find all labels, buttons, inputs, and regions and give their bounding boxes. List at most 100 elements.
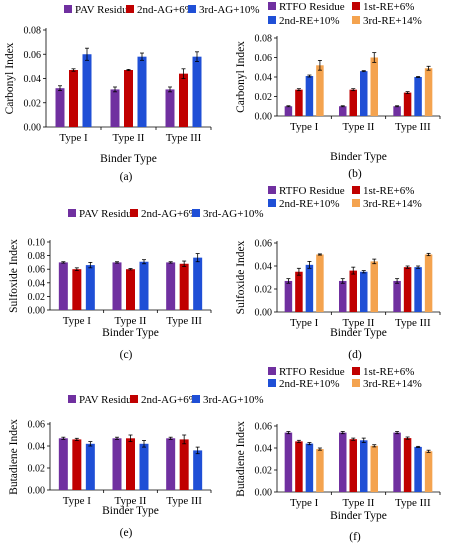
- bar-1st-re-6--type-i: [295, 441, 303, 492]
- legend-label: RTFO Residue: [279, 185, 345, 197]
- bar-1st-re-6--type-iii: [403, 267, 412, 312]
- bar-pav-residue-type-ii: [110, 89, 120, 127]
- panel-label: (c): [120, 349, 133, 361]
- chart-panel-3: 0.00 0.02 0.04 0.06 0.08 0.10 Type I Type II Typ…: [8, 208, 264, 361]
- bar-pav-residue-type-ii: [112, 438, 122, 490]
- x-tick-label: Type III: [395, 317, 431, 329]
- bar-2nd-re-10--type-ii: [360, 71, 368, 116]
- legend-label: PAV Residue: [79, 208, 137, 220]
- legend-label: 3rd-RE+14%: [363, 378, 422, 390]
- bar-rtfo-residue-type-ii: [339, 106, 347, 116]
- panel-label: (f): [349, 531, 361, 543]
- legend-swatch: [268, 367, 276, 375]
- y-tick-label: 0.00: [255, 308, 273, 319]
- legend-swatch: [352, 367, 360, 375]
- legend-swatch: [352, 186, 360, 194]
- bar-3rd-ag-10--type-iii: [193, 450, 203, 490]
- legend-swatch: [68, 209, 76, 217]
- x-tick-label: Type I: [290, 121, 319, 133]
- legend-swatch: [192, 209, 200, 217]
- x-axis-title: Binder Type: [330, 327, 387, 339]
- bar-2nd-ag-6--type-i: [69, 70, 78, 127]
- y-tick-label: 0.02: [255, 285, 273, 296]
- y-axis-title: Carbonyl Index: [4, 42, 16, 114]
- y-axis-title: Butadiene Index: [235, 421, 247, 497]
- legend-swatch: [352, 199, 360, 207]
- legend-label: 2nd-RE+10%: [279, 198, 340, 210]
- bar-2nd-re-10--type-ii: [360, 440, 368, 492]
- legend-label: 3rd-AG+10%: [203, 208, 264, 220]
- legend-swatch: [268, 186, 276, 194]
- legend-label: 2nd-AG+6%: [141, 208, 198, 220]
- legend-label: 2nd-RE+10%: [279, 378, 340, 390]
- x-tick-label: Type III: [166, 495, 202, 507]
- legend-swatch: [188, 5, 196, 13]
- x-tick-label: Type II: [343, 497, 375, 509]
- y-tick-label: 0.06: [28, 420, 46, 431]
- y-tick-label: 0.04: [255, 73, 273, 84]
- bar-3rd-ag-10--type-iii: [192, 56, 202, 127]
- y-tick-label: 0.04: [28, 442, 46, 453]
- legend-swatch: [68, 395, 76, 403]
- chart-panel-6: 0.00 0.02 0.04 0.06 Type I Type II Type III RTF…: [235, 366, 441, 543]
- bar-rtfo-residue-type-iii: [393, 106, 401, 116]
- y-axis-title: Sulfoxide Index: [8, 239, 20, 313]
- x-tick-label: Type II: [115, 315, 147, 327]
- x-tick-label: Type III: [395, 121, 431, 133]
- x-tick-label: Type III: [166, 315, 202, 327]
- bar-pav-residue-type-ii: [112, 262, 122, 310]
- bar-2nd-ag-6--type-i: [72, 439, 82, 490]
- y-axis-title: Butadiene Index: [8, 419, 20, 495]
- y-tick-label: 0.06: [255, 53, 273, 64]
- x-axis-title: Binder Type: [100, 153, 157, 165]
- legend-swatch: [130, 209, 138, 217]
- bar-rtfo-residue-type-i: [284, 106, 293, 116]
- bar-3rd-ag-10--type-i: [82, 54, 92, 127]
- y-tick-label: 0.04: [255, 444, 273, 455]
- y-tick-label: 0.06: [28, 265, 46, 276]
- y-tick-label: 0.06: [24, 50, 42, 61]
- bar-2nd-re-10--type-i: [305, 443, 314, 492]
- y-tick-label: 0.00: [28, 306, 46, 317]
- legend-label: 1st-RE+6%: [363, 185, 414, 197]
- y-tick-label: 0.08: [28, 251, 46, 262]
- bar-2nd-re-10--type-iii: [414, 267, 422, 312]
- bar-2nd-ag-6--type-iii: [179, 439, 189, 490]
- bar-2nd-ag-6--type-ii: [124, 70, 133, 127]
- bar-rtfo-residue-type-ii: [339, 280, 347, 312]
- y-tick-label: 0.04: [24, 74, 42, 85]
- y-tick-label: 0.08: [255, 34, 273, 45]
- legend-swatch: [130, 395, 138, 403]
- legend-swatch: [268, 2, 276, 10]
- legend-swatch: [352, 2, 360, 10]
- bar-pav-residue-type-i: [55, 88, 65, 127]
- bar-2nd-re-10--type-iii: [414, 77, 422, 116]
- bar-3rd-ag-10--type-ii: [139, 261, 149, 310]
- legend-label: 2nd-RE+10%: [279, 15, 340, 27]
- legend-label: 3rd-AG+10%: [203, 394, 264, 406]
- panel-label: (e): [120, 527, 133, 539]
- y-tick-label: 0.02: [24, 98, 42, 109]
- legend-label: 3rd-AG+10%: [199, 4, 260, 16]
- bar-rtfo-residue-type-i: [284, 280, 293, 312]
- bar-1st-re-6--type-i: [295, 89, 303, 116]
- legend-label: 2nd-AG+6%: [137, 4, 194, 16]
- x-tick-label: Type I: [59, 132, 88, 144]
- y-tick-label: 0.06: [255, 239, 273, 250]
- x-axis-title: Binder Type: [330, 510, 387, 522]
- legend-label: 1st-RE+6%: [363, 1, 414, 13]
- bar-2nd-ag-6--type-i: [72, 269, 82, 310]
- y-tick-label: 0.02: [28, 292, 46, 303]
- bar-3rd-re-14--type-ii: [370, 445, 378, 492]
- bar-pav-residue-type-iii: [165, 89, 175, 127]
- legend-swatch: [126, 5, 134, 13]
- legend-label: 1st-RE+6%: [363, 366, 414, 378]
- y-tick-label: 0.02: [255, 92, 273, 103]
- bar-pav-residue-type-i: [58, 262, 68, 310]
- y-tick-label: 0.08: [24, 26, 42, 37]
- bar-3rd-re-14--type-ii: [370, 57, 378, 116]
- bar-3rd-re-14--type-iii: [424, 254, 433, 312]
- bar-3rd-ag-10--type-ii: [137, 56, 147, 127]
- y-tick-label: 0.00: [255, 488, 273, 499]
